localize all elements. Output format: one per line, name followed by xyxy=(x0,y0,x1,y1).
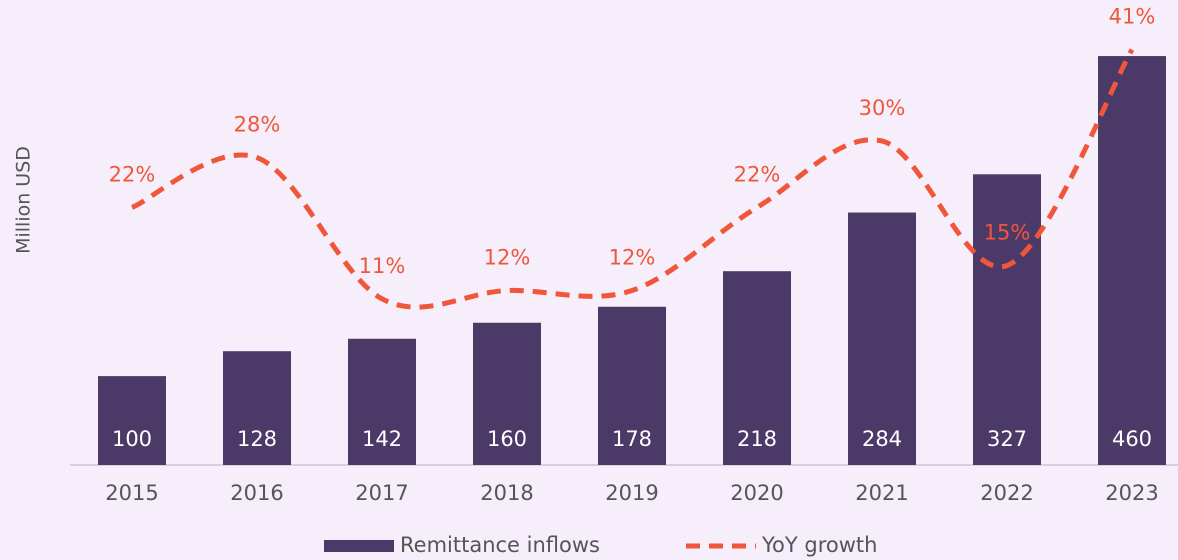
x-tick-label: 2023 xyxy=(1105,481,1158,505)
bar-value-label: 100 xyxy=(112,427,152,451)
x-tick-label: 2016 xyxy=(230,481,283,505)
y-axis-label: Million USD xyxy=(13,146,35,254)
bar xyxy=(223,351,291,465)
line-value-label: 28% xyxy=(234,113,281,137)
bar-value-label: 327 xyxy=(987,427,1027,451)
line-value-label: 12% xyxy=(609,246,656,270)
x-tick-label: 2017 xyxy=(355,481,408,505)
line-value-label: 22% xyxy=(109,162,156,186)
line-value-label: 41% xyxy=(1109,5,1156,29)
legend-label: Remittance inflows xyxy=(400,533,600,557)
line-value-label: 30% xyxy=(859,96,906,120)
x-tick-label: 2022 xyxy=(980,481,1033,505)
line-value-label: 11% xyxy=(359,254,406,278)
bar xyxy=(348,338,416,465)
x-tick-label: 2018 xyxy=(480,481,533,505)
line xyxy=(130,48,1135,310)
x-tick-label: 2015 xyxy=(105,481,158,505)
x-tick-label: 2021 xyxy=(855,481,908,505)
legend-label: YoY growth xyxy=(761,533,877,557)
bar xyxy=(848,212,916,465)
bar-value-label: 218 xyxy=(737,427,777,451)
line-value-label: 12% xyxy=(484,246,531,270)
bar xyxy=(598,306,666,465)
x-tick-label: 2020 xyxy=(730,481,783,505)
line-value-label: 22% xyxy=(734,162,781,186)
bar-value-label: 160 xyxy=(487,427,527,451)
bar-value-label: 460 xyxy=(1112,427,1152,451)
x-tick-label: 2019 xyxy=(605,481,658,505)
bar xyxy=(473,322,541,465)
bar xyxy=(973,174,1041,465)
bar-value-label: 142 xyxy=(362,427,402,451)
legend-swatch xyxy=(324,540,394,552)
bar xyxy=(98,376,166,465)
bar xyxy=(723,271,791,465)
bar-value-label: 178 xyxy=(612,427,652,451)
bar-value-label: 284 xyxy=(862,427,902,451)
bar-value-label: 128 xyxy=(237,427,277,451)
bar xyxy=(1098,56,1166,466)
line-value-label: 15% xyxy=(984,221,1031,245)
